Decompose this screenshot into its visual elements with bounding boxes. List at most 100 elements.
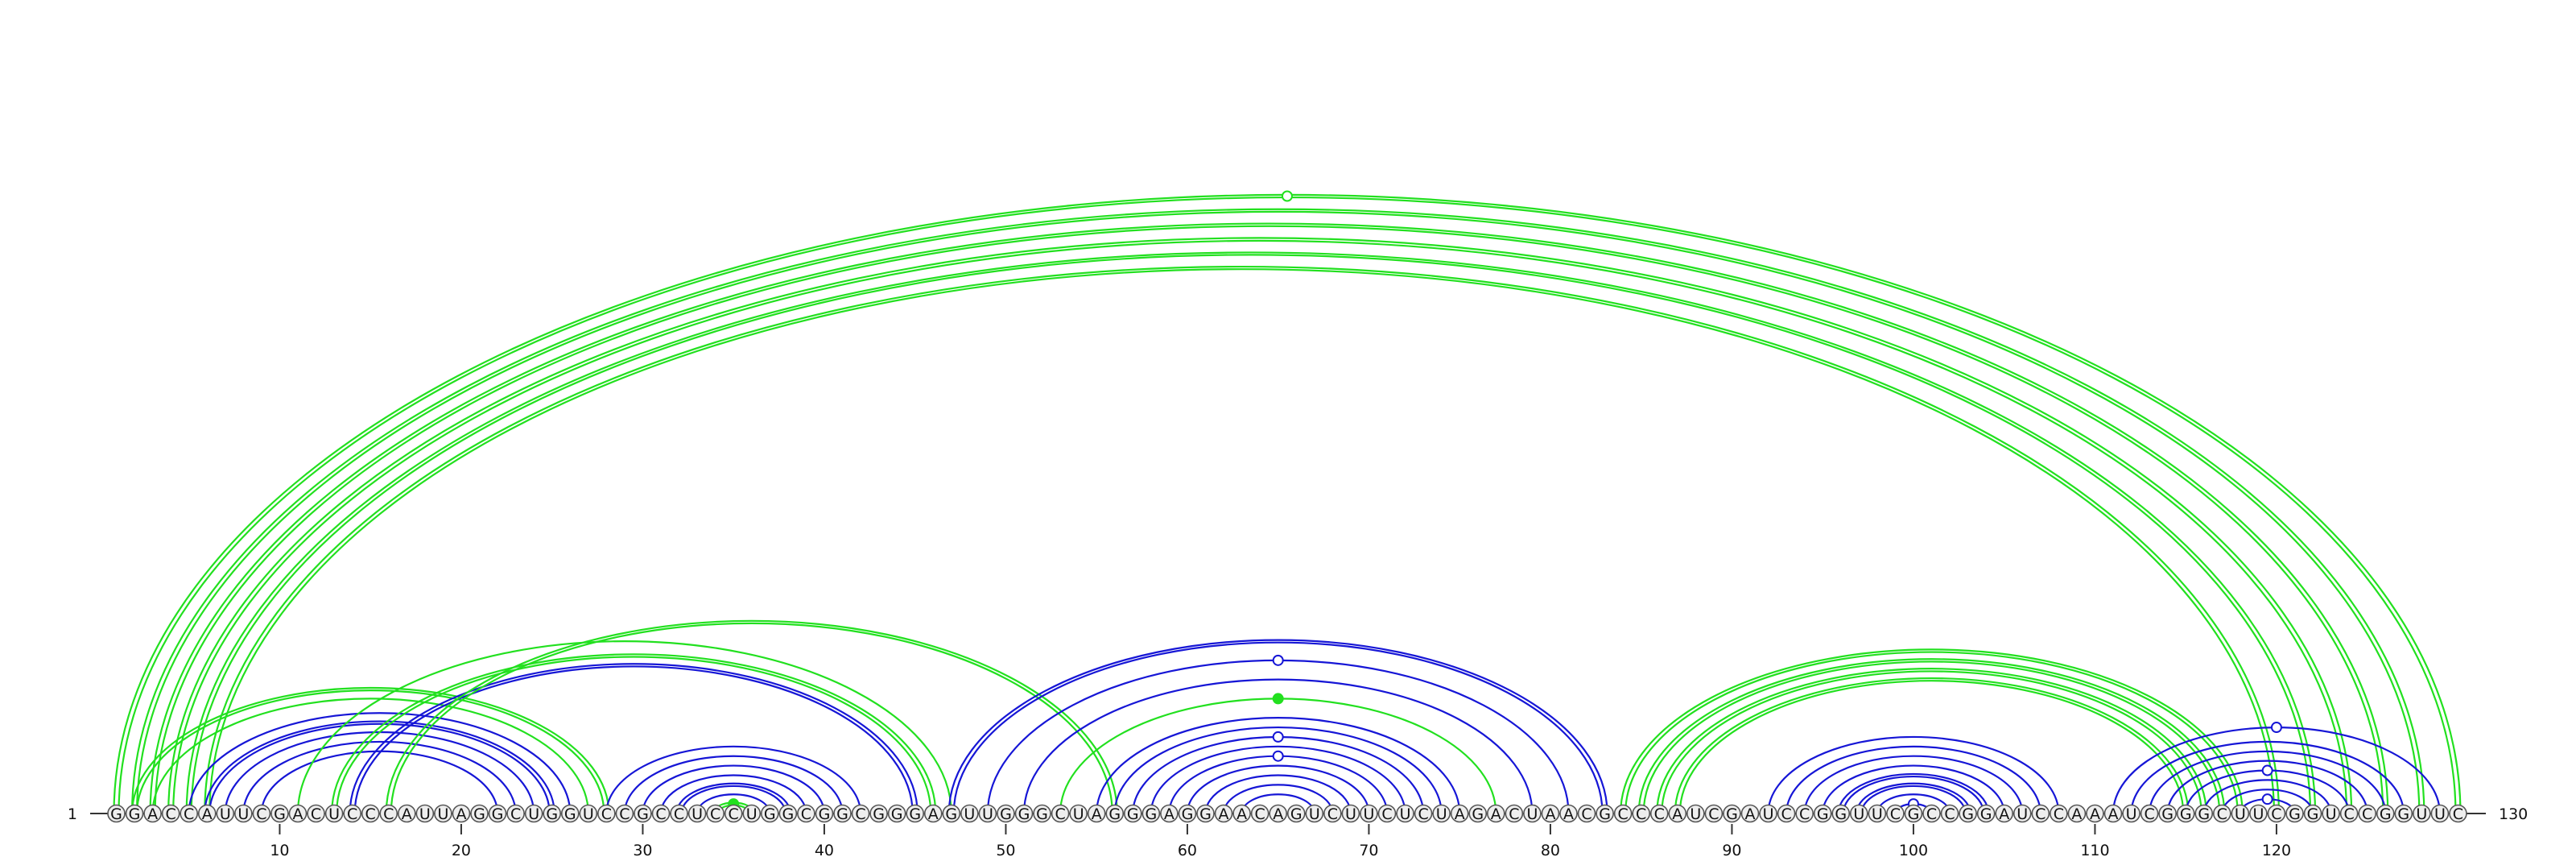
nucleotide-circle [778,804,798,823]
nucleotide-circle [2376,804,2395,823]
nucleotide-circle [1523,804,1542,823]
nucleotide-circle [1559,804,1578,823]
nucleotide-circle [506,804,525,823]
nucleotide-circle [1087,804,1106,823]
nucleotide-letter: C [383,805,394,823]
nucleotide-letter: C [1581,805,1591,823]
nucleotide-circle [887,804,906,823]
nucleotide-circle [815,804,834,823]
nucleotide-letter: G [2397,805,2409,823]
nucleotide-letter: C [1381,805,1392,823]
nucleotide-letter: C [311,805,321,823]
nucleotide-circle [2050,804,2068,823]
nucleotide-letter: U [2416,805,2427,823]
nucleotide-letter: G [1199,805,1212,823]
nucleotide-letter: U [1872,805,1883,823]
nucleotide-circle [2358,804,2376,823]
nucleotide-letter: G [1817,805,1829,823]
nucleotide-circle [597,804,616,823]
nucleotide-letter: G [1127,805,1139,823]
nucleotide-circle [180,804,198,823]
axis-tick-label: 10 [270,842,289,857]
nucleotide-letter: G [2198,805,2210,823]
nucleotide-circle [2267,804,2286,823]
arc-marker-49-81 [1272,654,1284,666]
nucleotide-letter: U [2235,805,2246,823]
nucleotide-circle [488,804,507,823]
nucleotide-letter: A [456,805,466,823]
arc-marker-118-121 [2261,793,2273,805]
nucleotide-circle [2213,804,2231,823]
nucleotide-circle [1396,804,1414,823]
nucleotide-letter: A [1999,805,2009,823]
nucleotide-circle [869,804,888,823]
position-axis: 10 20 30 40 50 60 70 80 90 100 110 120 [270,824,2291,857]
axis-tick-label: 80 [1541,842,1560,857]
arc-3-126-line-1 [154,225,2384,814]
nucleotide-letter: A [402,805,412,823]
nucleotide-letter: A [1563,805,1574,823]
nucleotide-circle [1178,804,1197,823]
nucleotide-circle [1995,804,2013,823]
arc-32-38-line-2 [675,782,791,814]
nucleotide-circle [615,804,634,823]
nucleotide-circle [997,804,1015,823]
arc-61-69 [1204,774,1352,814]
nucleotide-circle [1850,804,1868,823]
arc-92-108 [1767,735,2060,814]
nucleotide-letter: G [1000,805,1012,823]
nucleotide-circle [1831,804,1851,823]
nucleotide-circle [2031,804,2050,823]
nucleotide-letter: A [1273,805,1283,823]
nucleotide-circle [452,804,471,823]
nucleotide-letter: G [1290,805,1302,823]
arc-5-26 [188,712,572,814]
arc-62-68 [1222,784,1334,814]
nucleotide-circle [1541,804,1560,823]
nucleotide-circle [252,804,271,823]
nucleotide-circle [1196,804,1215,823]
arc-14-45-line-1 [353,665,914,814]
nucleotide-circle [1450,804,1469,823]
nucleotide-circle [1341,804,1360,823]
arc-47-83-line-1 [952,641,1604,814]
nucleotide-circle [1160,804,1179,823]
nucleotide-circle [2394,804,2413,823]
arc-1-130-line-1 [118,196,2457,814]
nucleotide-letter: C [655,805,666,823]
nucleotide-circle [923,804,943,823]
nucleotide-letter: U [2434,805,2446,823]
arc-3-27 [151,698,589,814]
nucleotide-letter: U [2017,805,2028,823]
nucleotide-circle [361,804,380,823]
nucleotide-circle [2430,804,2450,823]
arc-86-116-line-2 [1656,668,2207,814]
arc-marker-1-130 [1281,190,1293,202]
axis-tick-label: 120 [2262,842,2291,857]
nucleotide-letter: U [2326,805,2337,823]
nucleotide-circle [1232,804,1251,823]
nucleotide-circle [1759,804,1777,823]
nucleotide-circle [2303,804,2322,823]
nucleotide-circle [978,804,997,823]
nucleotide-letter: C [619,805,630,823]
nucleotide-letter: C [2453,805,2463,823]
arc-6-120-line-1 [208,268,2276,814]
nucleotide-letter: C [2271,805,2281,823]
nucleotide-circle [125,804,144,823]
nucleotide-circle [960,804,979,823]
nucleotide-circle [742,804,762,823]
nucleotide-circle [1487,804,1505,823]
nucleotide-circle [1124,804,1142,823]
nucleotide-circle [833,804,852,823]
nucleotide-letter: U [237,805,249,823]
arc-6-120-line-2 [204,265,2281,814]
nucleotide-letter: U [691,805,703,823]
nucleotide-circle [470,804,489,823]
arc-11-47 [296,640,952,814]
nucleotide-letter: U [437,805,448,823]
nucleotide-letter: A [1455,805,1465,823]
